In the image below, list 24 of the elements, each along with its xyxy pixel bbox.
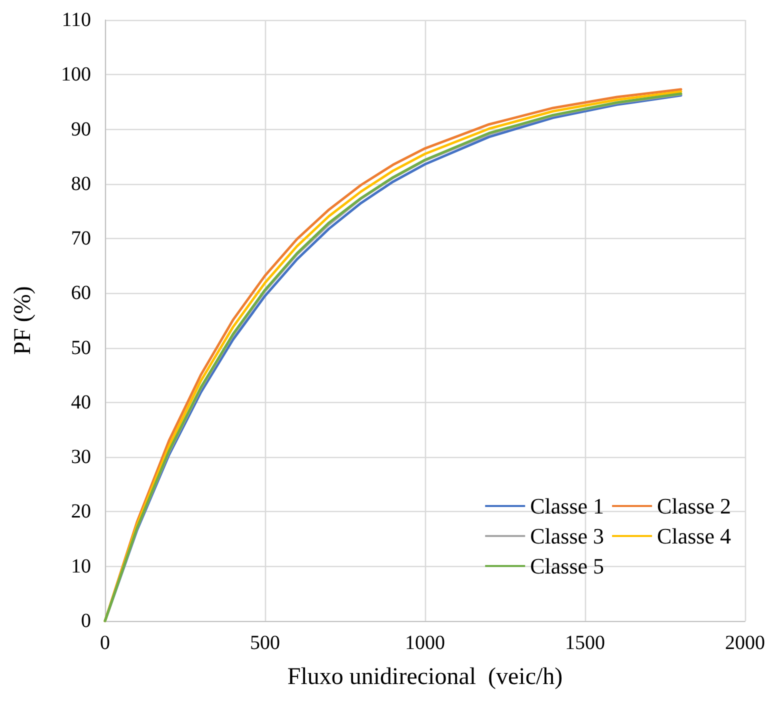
x-tick-label: 1000 [405, 632, 445, 654]
y-tick-label: 50 [71, 336, 91, 359]
y-tick-label: 90 [71, 118, 91, 140]
x-tick-label: 1500 [565, 632, 605, 654]
y-tick-label: 110 [62, 9, 91, 31]
y-tick-label: 10 [71, 555, 91, 578]
y-tick-label: 70 [71, 228, 91, 250]
legend-label: Classe 3 [530, 524, 604, 548]
x-tick-label: 500 [250, 632, 280, 654]
legend-label: Classe 4 [657, 524, 732, 548]
y-tick-label: 80 [71, 172, 91, 195]
y-tick-label: 20 [71, 500, 91, 523]
y-axis-title: PF (%) [10, 286, 36, 355]
legend-label: Classe 5 [530, 554, 604, 578]
y-tick-label: 60 [71, 282, 91, 304]
legend-label: Classe 2 [657, 494, 732, 518]
x-axis-title: Fluxo unidirecional (veic/h) [287, 664, 563, 690]
y-tick-label: 40 [71, 391, 91, 414]
legend-label: Classe 1 [530, 494, 604, 518]
y-tick-label: 30 [71, 446, 91, 468]
x-tick-label: 2000 [725, 632, 765, 654]
x-tick-label: 0 [100, 632, 110, 654]
y-tick-label: 0 [81, 610, 91, 632]
y-tick-label: 100 [61, 64, 91, 86]
